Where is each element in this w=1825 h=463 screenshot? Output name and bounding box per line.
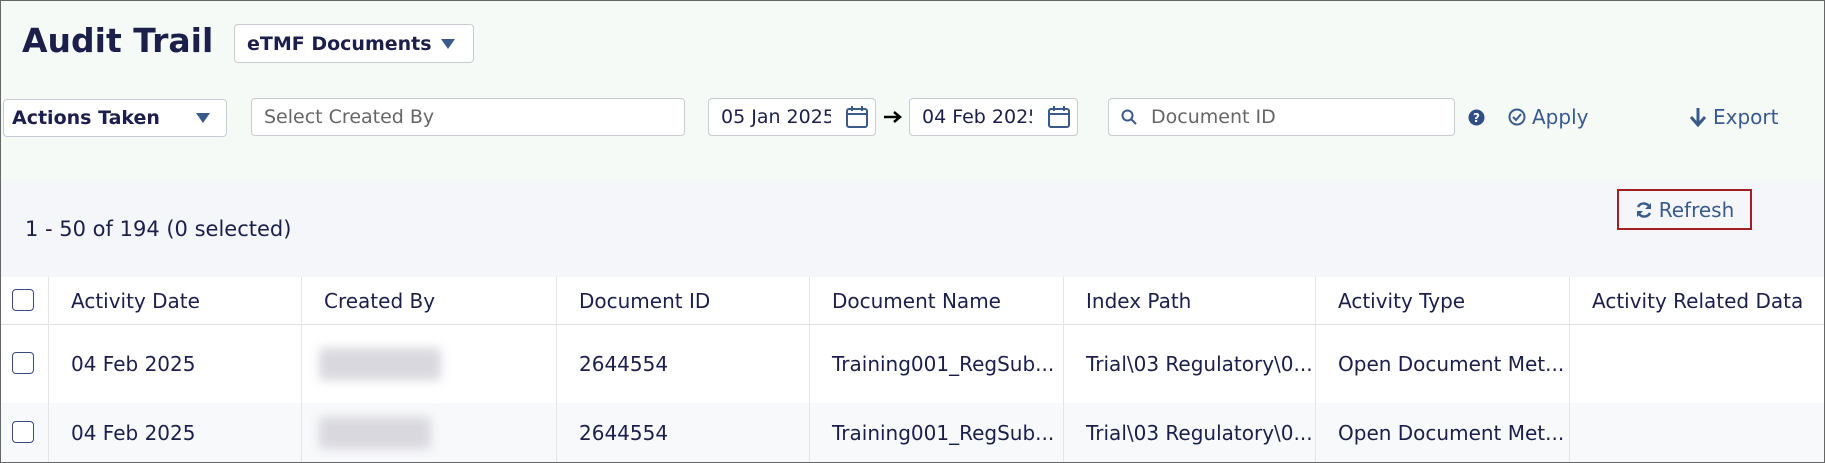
calendar-icon — [1048, 106, 1070, 128]
table-cell: 04 Feb 2025 — [71, 421, 196, 445]
column-header: Activity Date — [71, 289, 200, 313]
column-divider — [809, 277, 810, 462]
column-divider — [301, 277, 302, 462]
calendar-icon — [846, 106, 868, 128]
column-header: Created By — [324, 289, 436, 313]
date-to[interactable]: 04 Feb 2025 — [909, 98, 1078, 136]
actions-dropdown[interactable]: Actions Taken — [3, 99, 227, 137]
placeholder: Document ID — [1151, 106, 1276, 128]
caret — [196, 113, 210, 123]
search-icon — [1121, 109, 1137, 125]
column-header: Index Path — [1086, 289, 1192, 313]
row-bg — [1, 403, 1824, 462]
export-button[interactable]: Export — [1689, 105, 1778, 129]
refresh-button[interactable]: Refresh — [1617, 189, 1752, 230]
label: Apply — [1532, 105, 1589, 129]
placeholder: Select Created By — [264, 106, 435, 128]
header-row-bg — [1, 277, 1824, 325]
svg-text:?: ? — [1473, 111, 1480, 125]
column-divider — [1569, 277, 1570, 462]
column-header: Activity Related Data — [1592, 289, 1804, 313]
table-cell: Training001_RegSub... — [832, 352, 1055, 376]
table-cell: 2644554 — [579, 352, 669, 376]
table-cell: 2644554 — [579, 421, 669, 445]
label: Export — [1713, 105, 1779, 129]
created-by-input[interactable]: Select Created By — [251, 98, 685, 136]
dropdown-label: eTMF Documents — [247, 32, 432, 55]
help-icon[interactable]: ? — [1468, 109, 1485, 126]
date-text: 04 Feb 2025 — [922, 106, 1032, 128]
refresh-icon — [1636, 201, 1651, 218]
check-icon — [1508, 108, 1526, 126]
table-cell: Trial\03 Regulatory\0... — [1086, 352, 1313, 376]
column-divider — [48, 277, 49, 462]
checkbox[interactable] — [12, 289, 34, 311]
column-divider — [1063, 277, 1064, 462]
summary-bar — [1, 181, 1824, 277]
down-arrow — [1689, 108, 1707, 127]
range-arrow — [884, 111, 902, 123]
blurred-user — [319, 417, 431, 449]
dropdown-label: Actions Taken — [12, 107, 160, 129]
table-cell: Open Document Met... — [1338, 421, 1565, 445]
table-cell: 04 Feb 2025 — [71, 352, 196, 376]
caret — [441, 38, 455, 49]
blurred-user — [319, 348, 441, 380]
column-divider — [556, 277, 557, 462]
column-divider — [1315, 277, 1316, 462]
table-cell: Open Document Met... — [1338, 352, 1565, 376]
document-search[interactable]: Document ID — [1108, 98, 1455, 136]
module-dropdown[interactable]: eTMF Documents — [234, 24, 474, 63]
table-cell: Training001_RegSub... — [832, 421, 1055, 445]
audit-table: Activity Date Created By Document ID Docume… — [1, 277, 1824, 462]
date-from[interactable]: 05 Jan 2025 — [708, 98, 876, 136]
checkbox[interactable] — [12, 352, 34, 374]
checkbox[interactable] — [12, 421, 34, 443]
label: Refresh — [1658, 197, 1735, 222]
result-count: 1 - 50 of 194 (0 selected) — [25, 217, 292, 241]
page-title: Audit Trail — [22, 21, 214, 60]
column-header: Document Name — [832, 289, 1001, 313]
apply-button[interactable]: Apply — [1508, 105, 1588, 129]
column-header: Document ID — [579, 289, 711, 313]
column-header: Activity Type — [1338, 289, 1466, 313]
table-cell: Trial\03 Regulatory\0... — [1086, 421, 1313, 445]
date-text: 05 Jan 2025 — [721, 106, 831, 128]
